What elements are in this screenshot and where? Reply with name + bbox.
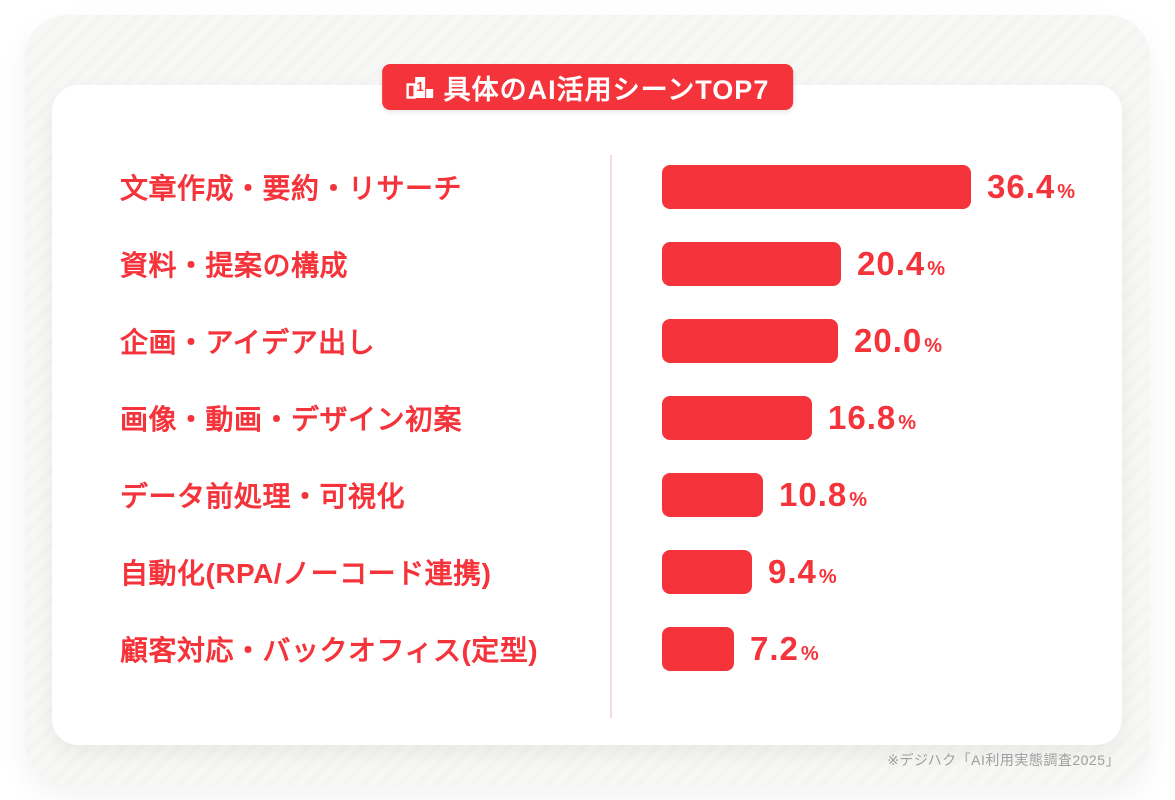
- value-unit: %: [924, 334, 944, 357]
- bar: [662, 549, 752, 594]
- bar: [662, 395, 812, 440]
- value-label: 20.4%: [857, 245, 946, 283]
- category-label: 資料・提案の構成: [120, 249, 349, 281]
- bar: [662, 241, 841, 286]
- svg-text:1: 1: [416, 79, 423, 94]
- chart-row: 顧客対応・バックオフィス(定型) 7.2%: [52, 610, 1122, 687]
- bar-area: 10.8%: [662, 472, 868, 517]
- value-unit: %: [898, 411, 918, 434]
- bar: [662, 626, 734, 671]
- bar-area: 36.4%: [662, 164, 1076, 209]
- title-banner: 1 具体のAI活用シーンTOP7: [381, 64, 794, 110]
- source-note: ※デジハク「AI利用実態調査2025」: [887, 752, 1120, 768]
- label-bar-divider: [610, 155, 612, 718]
- chart-row: 自動化(RPA/ノーコード連携) 9.4%: [52, 533, 1122, 610]
- page-title: 具体のAI活用シーンTOP7: [443, 74, 770, 105]
- bar-area: 20.0%: [662, 318, 943, 363]
- value-unit: %: [818, 565, 838, 588]
- ranking-podium-icon: 1: [405, 75, 434, 99]
- value-label: 36.4%: [987, 168, 1076, 206]
- value-label: 20.0%: [854, 322, 943, 360]
- value-number: 16.8: [828, 398, 897, 436]
- value-number: 9.4: [768, 552, 817, 590]
- value-label: 10.8%: [779, 476, 868, 514]
- value-number: 36.4: [987, 167, 1056, 205]
- value-unit: %: [849, 488, 869, 511]
- bar-area: 16.8%: [662, 395, 917, 440]
- bar: [662, 164, 971, 209]
- category-label: 自動化(RPA/ノーコード連携): [120, 557, 492, 589]
- value-label: 7.2%: [750, 630, 820, 668]
- category-label: 文章作成・要約・リサーチ: [120, 172, 463, 204]
- chart-row: 企画・アイデア出し 20.0%: [52, 302, 1122, 379]
- chart-row: 画像・動画・デザイン初案 16.8%: [52, 379, 1122, 456]
- value-number: 20.4: [857, 244, 926, 282]
- value-label: 16.8%: [828, 399, 917, 437]
- chart-row: データ前処理・可視化 10.8%: [52, 456, 1122, 533]
- bar-chart: 文章作成・要約・リサーチ 36.4% 資料・提案の構成 20.4% 企画・アイデア出し 2…: [52, 148, 1122, 687]
- bar: [662, 318, 838, 363]
- category-label: データ前処理・可視化: [120, 480, 406, 512]
- bar-area: 9.4%: [662, 549, 838, 594]
- bar: [662, 472, 763, 517]
- value-unit: %: [927, 257, 947, 280]
- chart-row: 文章作成・要約・リサーチ 36.4%: [52, 148, 1122, 225]
- bar-area: 20.4%: [662, 241, 946, 286]
- bar-area: 7.2%: [662, 626, 820, 671]
- value-label: 9.4%: [768, 553, 838, 591]
- value-number: 20.0: [854, 321, 923, 359]
- chart-row: 資料・提案の構成 20.4%: [52, 225, 1122, 302]
- category-label: 画像・動画・デザイン初案: [120, 403, 463, 435]
- chart-card: 文章作成・要約・リサーチ 36.4% 資料・提案の構成 20.4% 企画・アイデア出し 2…: [52, 85, 1122, 745]
- value-number: 10.8: [779, 475, 848, 513]
- value-unit: %: [1057, 180, 1077, 203]
- value-number: 7.2: [750, 629, 799, 667]
- value-unit: %: [800, 642, 820, 665]
- category-label: 企画・アイデア出し: [120, 326, 376, 358]
- category-label: 顧客対応・バックオフィス(定型): [120, 634, 539, 666]
